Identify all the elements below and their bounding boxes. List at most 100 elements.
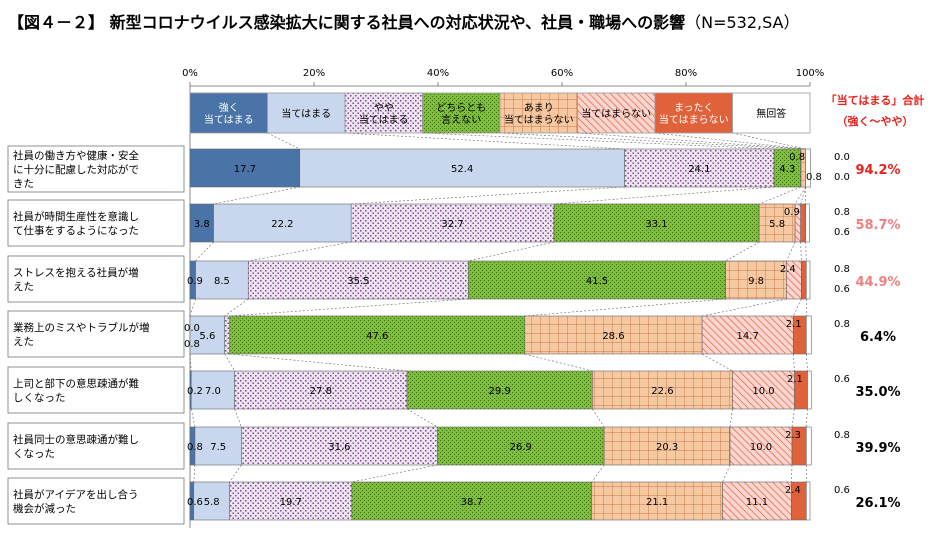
category-label-box — [7, 366, 185, 414]
bar-segment — [758, 203, 796, 243]
bar-segment — [229, 315, 526, 355]
legend-swatch — [654, 92, 733, 134]
bar-value-label: 38.7 — [461, 497, 483, 508]
bar-segment — [189, 148, 301, 188]
bar-segment — [805, 315, 812, 355]
category-label: 上司と部下の意思疎通が難しくなった — [13, 377, 139, 404]
total-value: 6.4% — [860, 330, 896, 345]
total-value: 94.2% — [855, 163, 900, 178]
bar-value-label: 4.3 — [779, 164, 795, 175]
bar-value-label: 47.6 — [366, 331, 388, 342]
bar-value-label: 0.6 — [834, 284, 850, 295]
bar-segment — [234, 370, 408, 410]
category-label: ストレスを抱える社員が増えた — [13, 266, 139, 293]
bar-connector-line — [791, 464, 793, 483]
bar-value-label: 27.8 — [310, 386, 332, 397]
bar-value-label: 0.6 — [834, 485, 850, 496]
bar-segment — [437, 426, 605, 466]
bar-value-label: 28.6 — [602, 331, 624, 342]
x-tick-label: 80% — [675, 68, 697, 79]
bar-connector-line — [229, 353, 408, 372]
bar-segment — [725, 260, 787, 300]
legend-entry-label: どちらとも言えない — [436, 102, 486, 126]
bar-value-label: 22.6 — [651, 386, 673, 397]
bar-connector-line — [553, 186, 775, 205]
bar-value-label: 19.7 — [280, 497, 302, 508]
bar-value-label: 52.4 — [451, 164, 473, 175]
bar-value-label: 0.8 — [184, 339, 200, 350]
bar-segment — [195, 260, 249, 300]
bar-segment — [805, 481, 811, 521]
bar-connector-line — [794, 186, 806, 205]
bar-connector-line — [499, 132, 801, 150]
bar-segment — [805, 260, 811, 300]
bar-connector-line — [702, 298, 787, 317]
bar-value-label: 5.6 — [199, 331, 215, 342]
legend-entry-label: まったく当てはまらない — [659, 102, 729, 126]
bar-value-label: 2.4 — [785, 485, 801, 496]
bar-connector-line — [344, 132, 625, 150]
bar-connector-line — [189, 298, 196, 317]
bar-segment — [603, 426, 731, 466]
bar-segment — [190, 370, 235, 410]
bar-connector-line — [805, 353, 808, 372]
bar-segment — [805, 148, 811, 188]
bar-segment — [524, 315, 703, 355]
bar-connector-line — [229, 464, 242, 483]
bar-connector-line — [193, 464, 196, 483]
bar-connector-line — [190, 408, 196, 428]
bar-connector-line — [792, 298, 802, 317]
bar-value-label: 31.6 — [328, 442, 350, 453]
bar-connector-line — [791, 408, 795, 428]
bar-connector-line — [701, 353, 733, 372]
legend-entry-label: あまり当てはまらない — [504, 102, 574, 126]
category-label-box — [7, 199, 185, 247]
bar-value-label: 22.2 — [271, 219, 293, 230]
bar-connector-line — [213, 186, 300, 205]
bar-connector-line — [229, 298, 469, 317]
bar-segment — [224, 315, 230, 355]
bar-connector-line — [422, 132, 775, 150]
bar-segment — [213, 203, 352, 243]
bar-segment — [241, 426, 438, 466]
category-label: 社員の働き方や健康・安全に十分に配慮した対応ができた — [13, 149, 139, 190]
bar-connector-line — [224, 298, 249, 317]
bar-connector-line — [234, 408, 242, 428]
bar-connector-line — [759, 186, 801, 205]
bar-value-label: 5.8 — [204, 497, 220, 508]
bar-segment — [805, 426, 812, 466]
bar-value-label: 0.8 — [834, 319, 850, 330]
bar-connector-line — [524, 298, 726, 317]
legend-swatch — [422, 92, 501, 134]
legend-entry-label: 無回答 — [756, 107, 786, 120]
bar-connector-line — [654, 132, 806, 150]
bar-value-label: 10.0 — [752, 386, 774, 397]
bar-value-label: 41.5 — [586, 276, 608, 287]
bar-connector-line — [722, 464, 731, 483]
category-label-box — [7, 255, 185, 303]
category-label: 社員がアイデアを出し合う機会が減った — [13, 488, 138, 515]
bar-connector-line — [468, 241, 555, 262]
bar-value-label: 8.5 — [214, 276, 230, 287]
bar-segment — [406, 370, 593, 410]
bar-value-label: 35.5 — [347, 276, 369, 287]
category-label: 社員が時間生産性を意識して仕事をするようになった — [13, 210, 139, 237]
bar-connector-line — [351, 464, 438, 483]
legend-swatch — [577, 92, 656, 134]
bar-value-label: 0.8 — [834, 430, 850, 441]
bar-value-label: 0.6 — [834, 374, 850, 385]
legend-swatch — [344, 92, 423, 134]
bar-connector-line — [786, 241, 796, 262]
bar-value-label: 0.6 — [834, 227, 850, 238]
bar-connector-line — [805, 408, 808, 428]
bar-value-label: 29.9 — [489, 386, 511, 397]
bar-segment — [229, 481, 353, 521]
bar-segment — [591, 481, 723, 521]
bar-segment — [193, 481, 230, 521]
bar-segment — [553, 203, 760, 243]
bar-connector-line — [267, 132, 300, 150]
x-tick-label: 60% — [551, 68, 573, 79]
bar-value-label: 11.1 — [746, 497, 768, 508]
category-label: 業務上のミスやトラブルが増えた — [13, 321, 150, 348]
bar-connector-line — [524, 353, 593, 372]
